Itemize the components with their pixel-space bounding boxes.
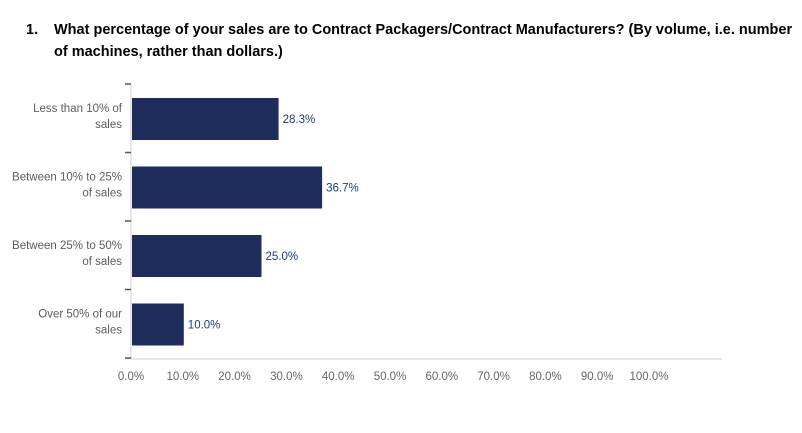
bar xyxy=(132,303,184,346)
x-tick-label: 20.0% xyxy=(218,371,251,383)
category-label: of sales xyxy=(82,188,122,200)
category-label: of sales xyxy=(82,256,122,268)
x-tick-label: 0.0% xyxy=(118,371,144,383)
x-tick-label: 90.0% xyxy=(581,371,614,383)
category-label: sales xyxy=(95,119,122,131)
data-label: 25.0% xyxy=(266,251,299,263)
data-label: 10.0% xyxy=(188,320,221,332)
question-text: What percentage of your sales are to Con… xyxy=(54,22,793,60)
x-tick-label: 40.0% xyxy=(322,371,355,383)
bar xyxy=(132,235,262,277)
x-tick-label: 60.0% xyxy=(425,371,458,383)
category-label: Over 50% of our xyxy=(38,309,122,321)
category-label: Between 25% to 50% xyxy=(12,240,122,252)
x-tick-label: 70.0% xyxy=(477,371,510,383)
x-tick-label: 50.0% xyxy=(374,371,407,383)
bar xyxy=(132,166,323,209)
question-number: 1. xyxy=(26,22,39,38)
x-tick-label: 100.0% xyxy=(629,371,668,383)
data-label: 28.3% xyxy=(283,114,316,126)
data-label: 36.7% xyxy=(326,183,359,195)
x-tick-label: 30.0% xyxy=(270,371,303,383)
x-tick-label: 80.0% xyxy=(529,371,562,383)
question-heading: 1. What percentage of your sales are to … xyxy=(26,19,796,63)
bar xyxy=(132,98,279,140)
x-tick-label: 10.0% xyxy=(166,371,199,383)
category-label: Between 10% to 25% xyxy=(12,172,122,184)
category-label: sales xyxy=(95,325,122,337)
category-label: Less than 10% of xyxy=(33,103,123,115)
